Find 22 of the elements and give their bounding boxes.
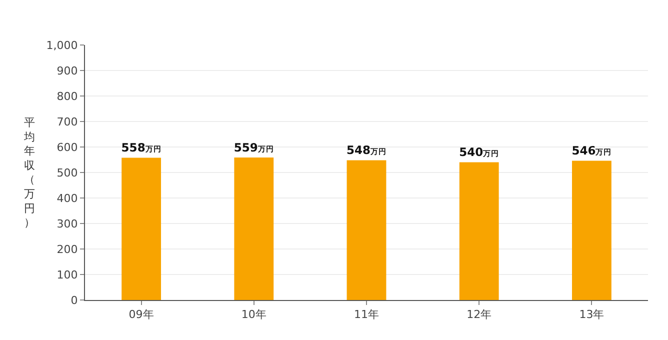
x-tick-label: 12年 (466, 308, 492, 322)
x-tick-label: 13年 (579, 308, 604, 322)
y-tick-label: 500 (56, 166, 78, 180)
data-label: 558万円 (121, 140, 162, 155)
data-label: 559万円 (234, 140, 274, 154)
data-label: 540万円 (459, 145, 500, 160)
y-tick-label: 100 (56, 268, 78, 282)
x-tick-label: 09年 (128, 308, 154, 322)
y-tick-label: 0 (70, 294, 78, 307)
y-tick-label: 900 (56, 64, 78, 78)
data-label: 548万円 (346, 143, 387, 158)
y-tick-label: 200 (56, 242, 78, 256)
y-tick-label: 600 (56, 140, 78, 154)
y-tick-label: 700 (56, 115, 78, 128)
y-tick-label: 1,000 (46, 38, 78, 52)
x-tick-label: 11年 (354, 308, 379, 322)
y-tick-label: 300 (56, 217, 78, 230)
data-label: 546万円 (572, 144, 612, 158)
y-tick-label: 800 (56, 90, 78, 103)
y-axis-title: 平均年収（万円） (23, 116, 35, 230)
x-tick-label: 10年 (241, 308, 266, 322)
y-tick-label: 400 (56, 192, 78, 205)
